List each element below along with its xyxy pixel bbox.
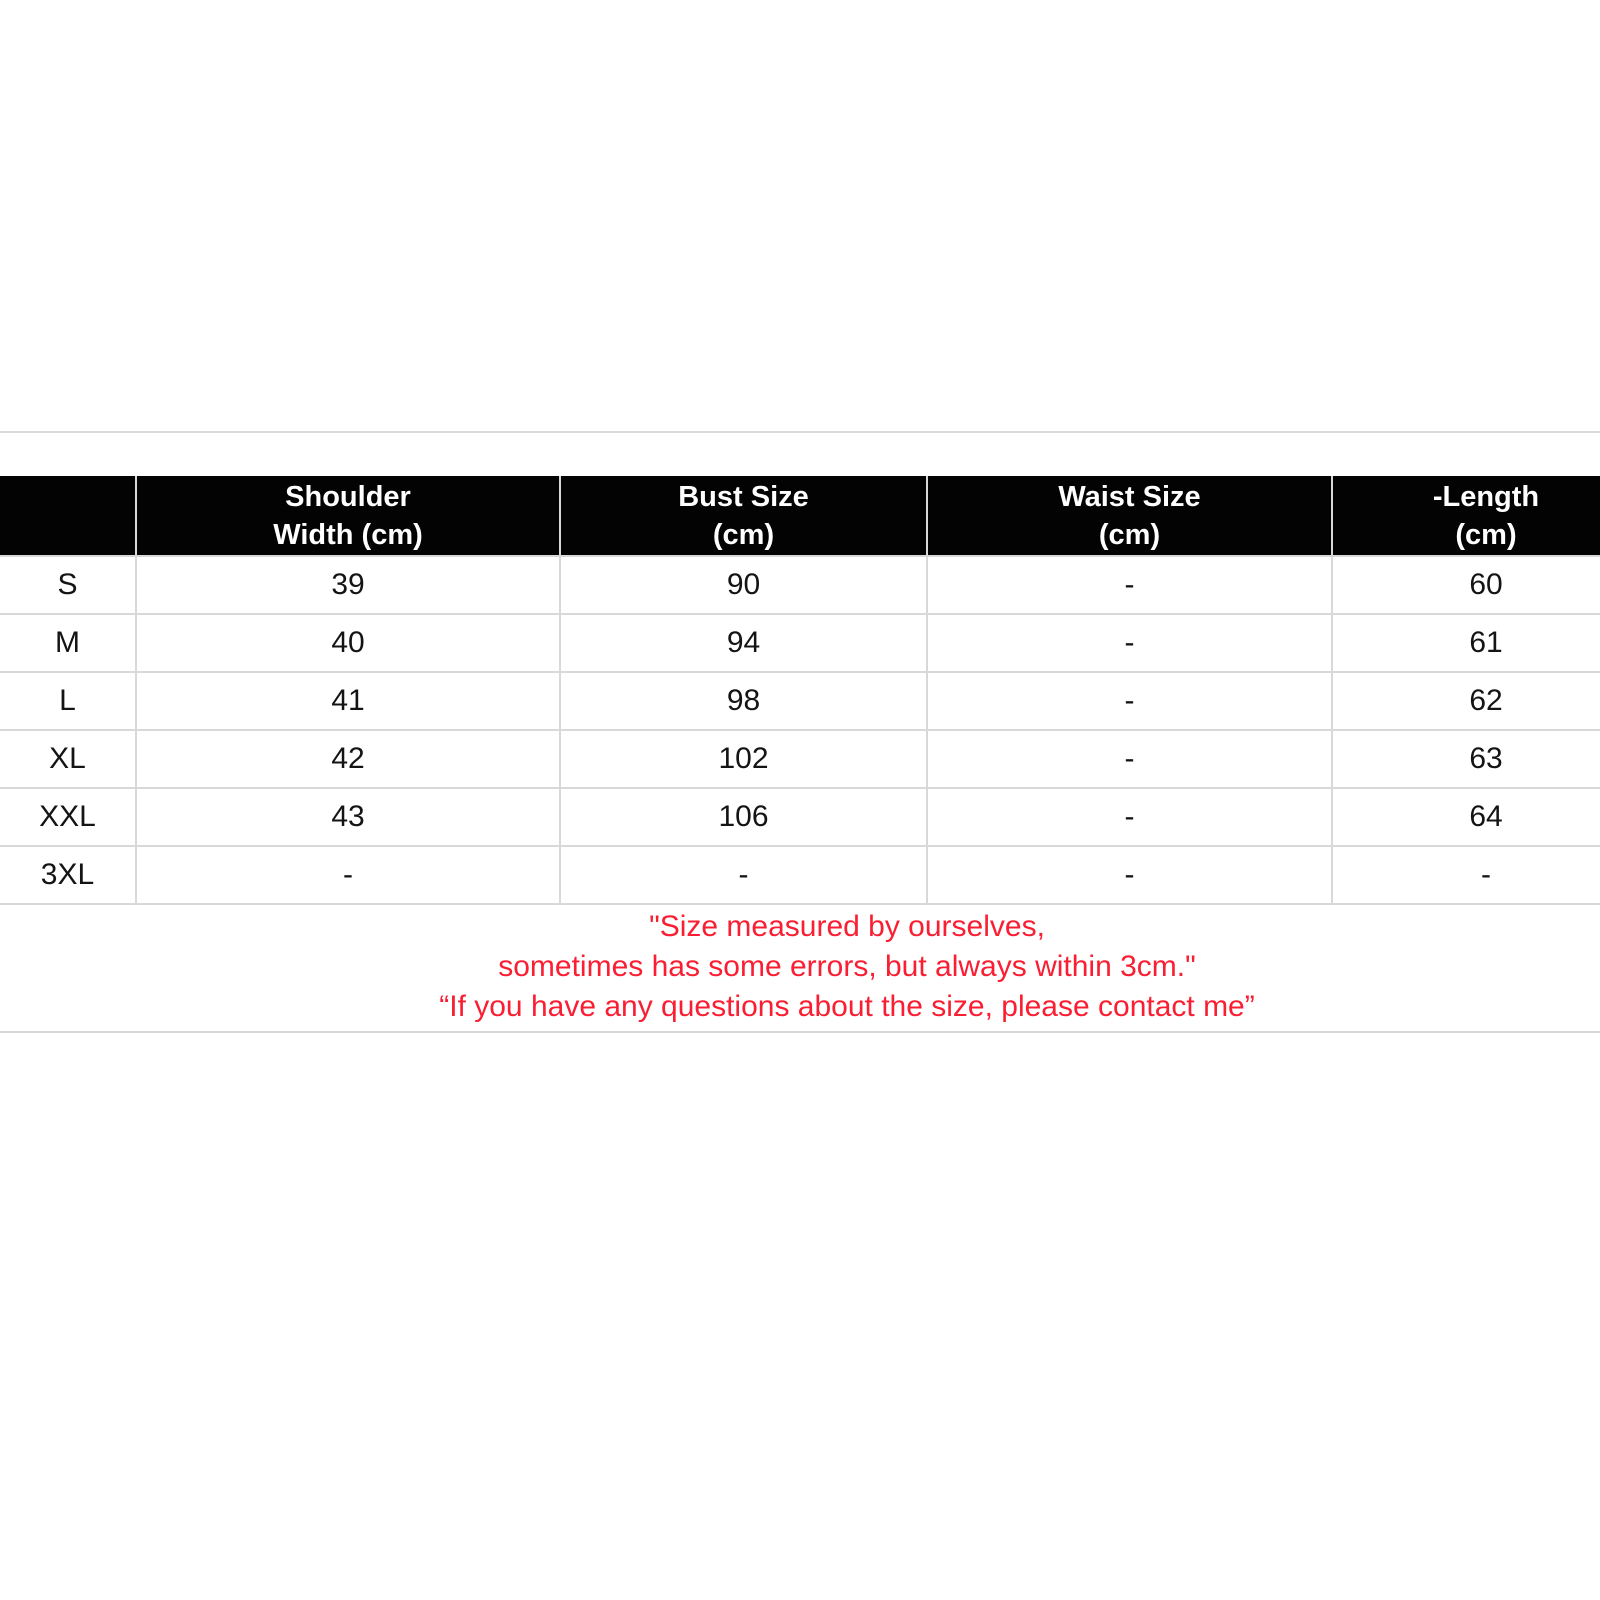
- size-label-cell: L: [0, 671, 137, 731]
- waist-size-cell: -: [926, 845, 1333, 905]
- header-line: -Length: [1432, 480, 1540, 513]
- shoulder-width-cell: 39: [135, 555, 561, 615]
- waist-size-cell: -: [926, 671, 1333, 731]
- header-line: (cm): [1455, 518, 1517, 551]
- note-row: "Size measured by ourselves, sometimes h…: [0, 903, 1600, 1033]
- size-note-line: sometimes has some errors, but always wi…: [498, 950, 1196, 983]
- column-header-length: -Length (cm): [1331, 476, 1600, 557]
- bust-size-cell: 90: [559, 555, 928, 615]
- waist-size-cell: -: [926, 555, 1333, 615]
- length-cell: 60: [1331, 555, 1600, 615]
- length-cell: 62: [1331, 671, 1600, 731]
- size-label-cell: M: [0, 613, 137, 673]
- size-chart-container: Shoulder Width (cm) Bust Size (cm) Waist…: [0, 476, 1600, 1033]
- length-cell: -: [1331, 845, 1600, 905]
- header-line: Shoulder: [285, 480, 411, 513]
- size-note-line: “If you have any questions about the siz…: [439, 990, 1255, 1023]
- bust-size-cell: 94: [559, 613, 928, 673]
- header-line: Width (cm): [273, 518, 423, 551]
- column-header-shoulder-width: Shoulder Width (cm): [135, 476, 561, 557]
- table-row: XL 42 102 - 63: [0, 729, 1600, 789]
- table-row: XXL 43 106 - 64: [0, 787, 1600, 847]
- waist-size-cell: -: [926, 787, 1333, 847]
- shoulder-width-cell: 42: [135, 729, 561, 789]
- header-line: (cm): [1098, 518, 1161, 551]
- header-line: (cm): [712, 518, 775, 551]
- size-label-cell: XXL: [0, 787, 137, 847]
- column-header-waist-size: Waist Size (cm): [926, 476, 1333, 557]
- shoulder-width-cell: 41: [135, 671, 561, 731]
- size-label-cell: 3XL: [0, 845, 137, 905]
- bust-size-cell: 98: [559, 671, 928, 731]
- horizontal-divider: [0, 431, 1600, 433]
- header-line: Bust Size: [678, 480, 809, 513]
- bust-size-cell: -: [559, 845, 928, 905]
- header-line: Waist Size: [1058, 480, 1201, 513]
- shoulder-width-cell: 43: [135, 787, 561, 847]
- table-row: S 39 90 - 60: [0, 555, 1600, 615]
- column-header-bust-size: Bust Size (cm): [559, 476, 928, 557]
- size-chart-table: Shoulder Width (cm) Bust Size (cm) Waist…: [0, 476, 1600, 1033]
- shoulder-width-cell: -: [135, 845, 561, 905]
- waist-size-cell: -: [926, 613, 1333, 673]
- header-row: Shoulder Width (cm) Bust Size (cm) Waist…: [0, 476, 1600, 557]
- size-label-cell: XL: [0, 729, 137, 789]
- bust-size-cell: 106: [559, 787, 928, 847]
- table-row: L 41 98 - 62: [0, 671, 1600, 731]
- length-cell: 63: [1331, 729, 1600, 789]
- bust-size-cell: 102: [559, 729, 928, 789]
- length-cell: 61: [1331, 613, 1600, 673]
- size-label-cell: S: [0, 555, 137, 615]
- table-row: 3XL - - - -: [0, 845, 1600, 905]
- waist-size-cell: -: [926, 729, 1333, 789]
- length-cell: 64: [1331, 787, 1600, 847]
- table-row: M 40 94 - 61: [0, 613, 1600, 673]
- size-note: "Size measured by ourselves, sometimes h…: [0, 903, 1600, 1033]
- shoulder-width-cell: 40: [135, 613, 561, 673]
- size-note-line: "Size measured by ourselves,: [649, 910, 1045, 943]
- column-header-blank: [0, 476, 137, 557]
